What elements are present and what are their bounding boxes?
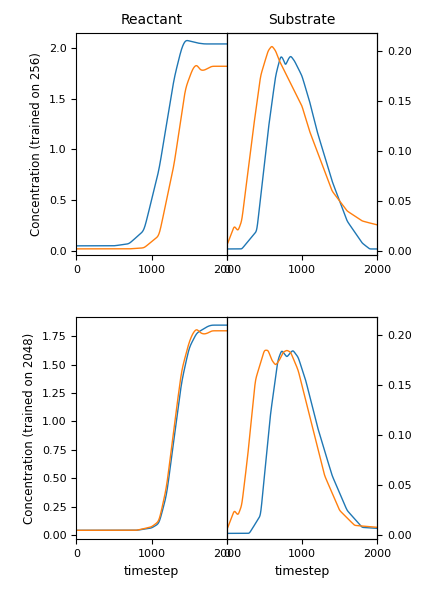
Y-axis label: Concentration (trained on 2048): Concentration (trained on 2048)	[23, 333, 36, 524]
Title: Substrate: Substrate	[268, 14, 336, 27]
Y-axis label: Concentration (trained on 256): Concentration (trained on 256)	[30, 52, 43, 236]
X-axis label: timestep: timestep	[274, 564, 330, 578]
Title: Reactant: Reactant	[120, 14, 183, 27]
X-axis label: timestep: timestep	[124, 564, 179, 578]
